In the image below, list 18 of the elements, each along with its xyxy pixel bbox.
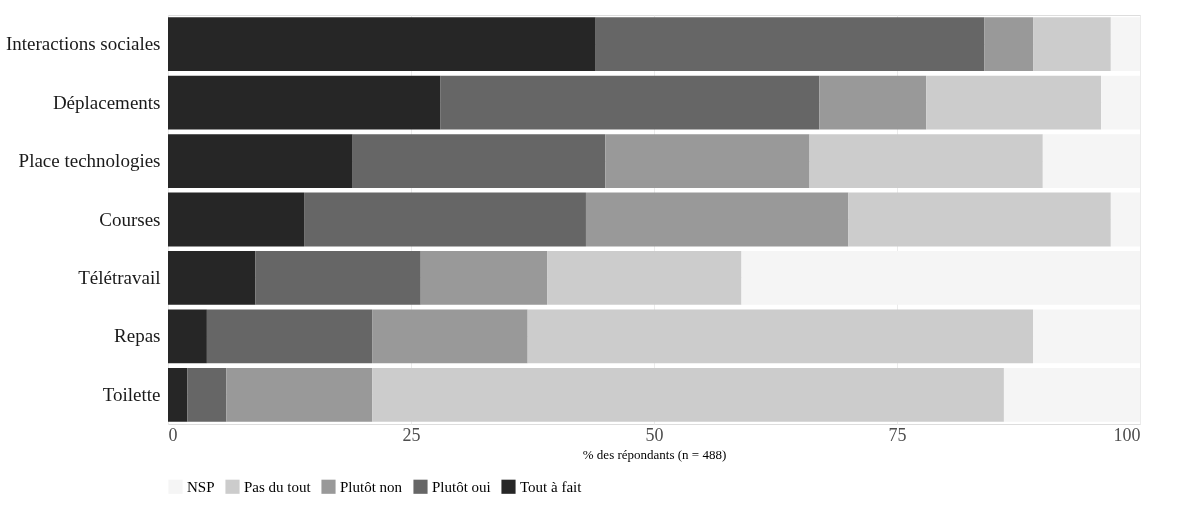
y-tick-label: Repas (114, 325, 161, 347)
x-tick-label: 25 (402, 424, 421, 445)
x-axis-title: % des répondants (n = 488) (582, 446, 727, 462)
y-tick-label: Courses (99, 208, 161, 230)
y-tick-label: Interactions sociales (5, 33, 161, 55)
y-tick-label: Déplacements (52, 91, 161, 113)
y-tick-label: Télétravail (78, 266, 161, 288)
legend-label: Plutôt non (340, 478, 403, 495)
y-tick-label: Toilette (102, 383, 161, 405)
x-tick-label: 0 (168, 424, 178, 445)
legend-label: Pas du tout (244, 478, 312, 495)
legend-label: Tout à fait (520, 478, 583, 495)
y-tick-label: Place technologies (18, 150, 161, 172)
legend-label: Plutôt oui (432, 478, 491, 495)
x-tick-label: 75 (888, 424, 907, 445)
x-tick-label: 100 (1113, 424, 1141, 445)
legend-label: NSP (187, 478, 215, 495)
x-tick-label: 50 (645, 424, 664, 445)
